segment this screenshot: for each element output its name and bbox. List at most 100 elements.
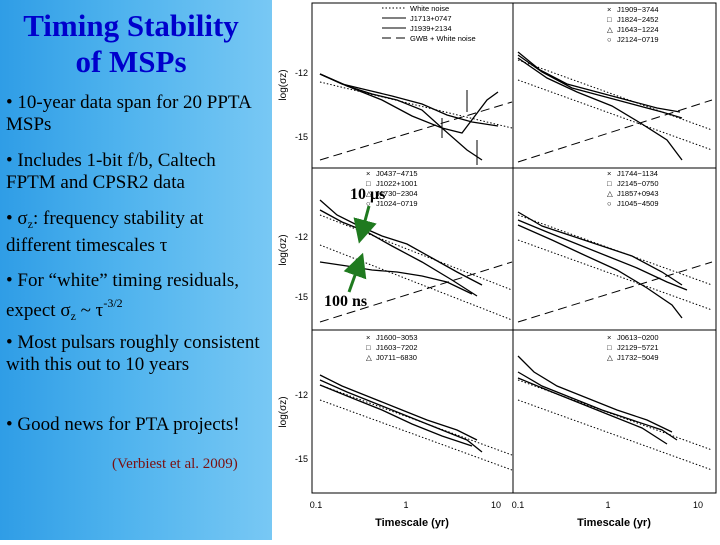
bullet-3-subscript: z bbox=[27, 217, 33, 231]
legend-marker: × bbox=[607, 169, 611, 178]
legend-pulsar-label: J1643−1224 bbox=[617, 25, 659, 34]
whitenoise-line-0 bbox=[319, 81, 513, 129]
whitenoise-line-4b bbox=[319, 399, 513, 471]
legend-pulsar-label: J1730−2304 bbox=[376, 189, 418, 198]
bullet-frequency-stability: • σz: frequency stability at different t… bbox=[6, 208, 268, 257]
slide-title-line-2: of MSPs bbox=[75, 44, 187, 79]
legend-marker: × bbox=[366, 333, 370, 342]
legend-marker: △ bbox=[366, 189, 372, 198]
legend-pulsar-label: J1909−3744 bbox=[617, 5, 659, 14]
bullet-good-news: • Good news for PTA projects! bbox=[6, 414, 240, 435]
xtick-label: 1 bbox=[403, 500, 408, 510]
axis-ticks: 0.1 1 10 0.1 1 10 -12 -15 -12 -15 -12 -15 bbox=[295, 68, 703, 510]
arrow-100ns bbox=[343, 252, 367, 293]
whitenoise-line-2 bbox=[319, 214, 513, 291]
bullet-3-part-a: • σ bbox=[6, 208, 28, 229]
series-line-5c bbox=[517, 377, 668, 445]
series-line-3b bbox=[517, 219, 688, 291]
bullet-4-part-a: • For “white” timing residuals, expect σ bbox=[6, 270, 240, 321]
panel-bottom-left bbox=[319, 374, 513, 471]
line-key-label: J1939+2134 bbox=[410, 24, 452, 33]
series-line-5b bbox=[517, 371, 678, 441]
bullet-consistency: • Most pulsars roughly consistent with t… bbox=[6, 332, 260, 375]
whitenoise-line-1b bbox=[517, 79, 713, 151]
arrow-10us bbox=[353, 205, 377, 244]
xtick-label: 0.1 bbox=[310, 500, 323, 510]
xlabel-left: Timescale (yr) bbox=[375, 517, 449, 529]
xtick-label: 1 bbox=[605, 500, 610, 510]
legend-pulsar-label: J0437−4715 bbox=[376, 169, 418, 178]
legend-pulsar-label: J2124−0719 bbox=[617, 35, 659, 44]
series-line-4a bbox=[319, 374, 478, 441]
ytick-label: -12 bbox=[295, 68, 308, 78]
bullet-white-residuals: • For “white” timing residuals, expect σ… bbox=[6, 270, 268, 327]
legend-marker: △ bbox=[607, 25, 613, 34]
legend-marker: △ bbox=[607, 189, 613, 198]
panel-top-left bbox=[319, 73, 513, 165]
whitenoise-line-3b bbox=[517, 239, 713, 311]
annotation-arrows bbox=[343, 205, 377, 293]
series-line-2b bbox=[319, 209, 478, 297]
legend-pulsar-label: J2129−5721 bbox=[617, 343, 659, 352]
ytick-label: -15 bbox=[295, 132, 308, 142]
legend-marker: □ bbox=[607, 179, 612, 188]
whitenoise-line-1 bbox=[517, 59, 713, 131]
citation: (Verbiest et al. 2009) bbox=[112, 456, 238, 472]
series-line-5a bbox=[517, 355, 673, 433]
xtick-label: 10 bbox=[693, 500, 703, 510]
panel-bottom-right bbox=[517, 355, 713, 471]
legend-marker: ○ bbox=[366, 199, 371, 208]
legend-marker: □ bbox=[607, 15, 612, 24]
xtick-label: 0.1 bbox=[512, 500, 525, 510]
legend-pulsar-label: J1603−7202 bbox=[376, 343, 418, 352]
xtick-label: 10 bbox=[491, 500, 501, 510]
legend-pulsar-label: J2145−0750 bbox=[617, 179, 659, 188]
bullet-4-subscript: z bbox=[70, 309, 76, 323]
annotation-100ns: 100 ns bbox=[324, 293, 368, 310]
series-line-2a bbox=[319, 199, 483, 286]
gwb-line-1 bbox=[517, 99, 713, 163]
ytick-label: -12 bbox=[295, 390, 308, 400]
bullet-data-span: • 10-year data span for 20 PPTA MSPs bbox=[6, 92, 251, 135]
legend-pulsar-label: J0613−0200 bbox=[617, 333, 659, 342]
ytick-label: -15 bbox=[295, 454, 308, 464]
series-line-4c bbox=[319, 384, 473, 447]
bullet-4-part-b: ~ τ bbox=[75, 300, 104, 321]
bullet-data-sources: • Includes 1-bit f/b, Caltech FPTM and C… bbox=[6, 150, 216, 193]
line-key-label: White noise bbox=[410, 4, 449, 13]
line-key-label: GWB + White noise bbox=[410, 34, 476, 43]
panel-top-right bbox=[517, 51, 713, 163]
gwb-line-2 bbox=[319, 261, 513, 323]
bullet-4-superscript: -3/2 bbox=[103, 296, 123, 310]
legend-marker: ○ bbox=[607, 199, 612, 208]
slide-title-line-1: Timing Stability bbox=[23, 8, 239, 43]
series-line-1b bbox=[517, 54, 683, 119]
legend-pulsar-label: J1022+1001 bbox=[376, 179, 418, 188]
legend-marker: □ bbox=[366, 343, 371, 352]
legend-marker: ○ bbox=[607, 35, 612, 44]
line-key-label: J1713+0747 bbox=[410, 14, 452, 23]
legend-pulsar-label: J1600−3053 bbox=[376, 333, 418, 342]
figure-panel: log(σz) log(σz) log(σz) Timescale (yr) T… bbox=[272, 0, 720, 540]
legend-marker: □ bbox=[607, 343, 612, 352]
annotation-10us: 10 μs bbox=[350, 186, 386, 203]
gwb-line-0 bbox=[319, 101, 513, 161]
legend-pulsar-label: J1744−1134 bbox=[617, 169, 658, 178]
ylabel-bottom: log(σz) bbox=[278, 396, 289, 427]
legend-marker: △ bbox=[366, 353, 372, 362]
panel-mid-right bbox=[517, 211, 713, 323]
whitenoise-line-5 bbox=[517, 379, 713, 451]
series-line-1c bbox=[517, 57, 683, 161]
legend-pulsar-label: J1045−4509 bbox=[617, 199, 659, 208]
ylabel-top: log(σz) bbox=[278, 69, 289, 100]
ytick-label: -15 bbox=[295, 292, 308, 302]
series-line-0c bbox=[319, 73, 483, 161]
ytick-label: -12 bbox=[295, 232, 308, 242]
xlabel-right: Timescale (yr) bbox=[577, 517, 651, 529]
stability-figure: log(σz) log(σz) log(σz) Timescale (yr) T… bbox=[278, 2, 717, 529]
legend-marker: × bbox=[607, 333, 611, 342]
text-panel: Timing Stability of MSPs • 10-year data … bbox=[0, 0, 272, 540]
series-line-3a bbox=[517, 211, 683, 286]
legend-marker: □ bbox=[366, 179, 371, 188]
